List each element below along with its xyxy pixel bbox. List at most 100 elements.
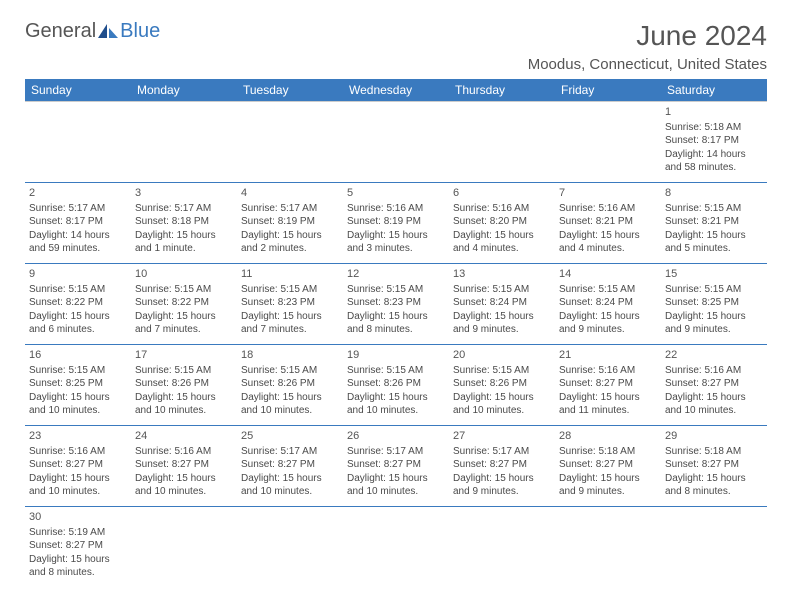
calendar-cell: 22Sunrise: 5:16 AMSunset: 8:27 PMDayligh… <box>661 345 767 426</box>
sunrise-text: Sunrise: 5:15 AM <box>453 283 551 297</box>
sunset-text: Sunset: 8:26 PM <box>135 377 233 391</box>
daylight-text: Daylight: 15 hours <box>241 391 339 405</box>
sunset-text: Sunset: 8:23 PM <box>241 296 339 310</box>
calendar-cell: 7Sunrise: 5:16 AMSunset: 8:21 PMDaylight… <box>555 183 661 264</box>
sunset-text: Sunset: 8:26 PM <box>453 377 551 391</box>
sunset-text: Sunset: 8:19 PM <box>241 215 339 229</box>
day-number: 29 <box>665 428 763 444</box>
daylight-text: and 3 minutes. <box>347 242 445 256</box>
sunrise-text: Sunrise: 5:18 AM <box>559 445 657 459</box>
daylight-text: and 2 minutes. <box>241 242 339 256</box>
sunset-text: Sunset: 8:27 PM <box>559 458 657 472</box>
day-number: 18 <box>241 347 339 363</box>
sunrise-text: Sunrise: 5:16 AM <box>559 202 657 216</box>
calendar-cell: 14Sunrise: 5:15 AMSunset: 8:24 PMDayligh… <box>555 264 661 345</box>
sunrise-text: Sunrise: 5:15 AM <box>29 364 127 378</box>
daylight-text: and 9 minutes. <box>665 323 763 337</box>
daylight-text: and 10 minutes. <box>135 404 233 418</box>
calendar-cell: 10Sunrise: 5:15 AMSunset: 8:22 PMDayligh… <box>131 264 237 345</box>
daylight-text: Daylight: 14 hours <box>29 229 127 243</box>
daylight-text: Daylight: 15 hours <box>135 229 233 243</box>
calendar-cell: 24Sunrise: 5:16 AMSunset: 8:27 PMDayligh… <box>131 426 237 507</box>
calendar-cell: 6Sunrise: 5:16 AMSunset: 8:20 PMDaylight… <box>449 183 555 264</box>
sunrise-text: Sunrise: 5:15 AM <box>135 283 233 297</box>
calendar-week-row: 23Sunrise: 5:16 AMSunset: 8:27 PMDayligh… <box>25 426 767 507</box>
calendar-cell: 11Sunrise: 5:15 AMSunset: 8:23 PMDayligh… <box>237 264 343 345</box>
daylight-text: Daylight: 15 hours <box>241 229 339 243</box>
weekday-header-row: Sunday Monday Tuesday Wednesday Thursday… <box>25 79 767 102</box>
sunrise-text: Sunrise: 5:15 AM <box>453 364 551 378</box>
sunrise-text: Sunrise: 5:18 AM <box>665 121 763 135</box>
calendar-week-row: 16Sunrise: 5:15 AMSunset: 8:25 PMDayligh… <box>25 345 767 426</box>
calendar-cell: 4Sunrise: 5:17 AMSunset: 8:19 PMDaylight… <box>237 183 343 264</box>
location-label: Moodus, Connecticut, United States <box>528 56 767 73</box>
daylight-text: and 1 minute. <box>135 242 233 256</box>
calendar-week-row: 2Sunrise: 5:17 AMSunset: 8:17 PMDaylight… <box>25 183 767 264</box>
daylight-text: and 5 minutes. <box>665 242 763 256</box>
day-number: 13 <box>453 266 551 282</box>
daylight-text: and 9 minutes. <box>559 323 657 337</box>
sunrise-text: Sunrise: 5:15 AM <box>29 283 127 297</box>
sunrise-text: Sunrise: 5:18 AM <box>665 445 763 459</box>
sunset-text: Sunset: 8:17 PM <box>665 134 763 148</box>
day-number: 17 <box>135 347 233 363</box>
day-number: 20 <box>453 347 551 363</box>
daylight-text: Daylight: 15 hours <box>347 472 445 486</box>
calendar-cell <box>237 102 343 183</box>
daylight-text: and 10 minutes. <box>347 404 445 418</box>
calendar-cell: 12Sunrise: 5:15 AMSunset: 8:23 PMDayligh… <box>343 264 449 345</box>
sunrise-text: Sunrise: 5:17 AM <box>241 445 339 459</box>
sunset-text: Sunset: 8:27 PM <box>135 458 233 472</box>
calendar-cell: 18Sunrise: 5:15 AMSunset: 8:26 PMDayligh… <box>237 345 343 426</box>
calendar-cell: 29Sunrise: 5:18 AMSunset: 8:27 PMDayligh… <box>661 426 767 507</box>
daylight-text: Daylight: 15 hours <box>241 310 339 324</box>
day-number: 14 <box>559 266 657 282</box>
calendar-cell: 8Sunrise: 5:15 AMSunset: 8:21 PMDaylight… <box>661 183 767 264</box>
daylight-text: Daylight: 15 hours <box>135 472 233 486</box>
daylight-text: and 11 minutes. <box>559 404 657 418</box>
sunset-text: Sunset: 8:22 PM <box>135 296 233 310</box>
calendar-cell <box>661 507 767 588</box>
sunset-text: Sunset: 8:27 PM <box>347 458 445 472</box>
daylight-text: Daylight: 15 hours <box>453 472 551 486</box>
sunrise-text: Sunrise: 5:16 AM <box>29 445 127 459</box>
calendar-cell <box>343 507 449 588</box>
calendar-cell <box>555 102 661 183</box>
calendar-cell: 16Sunrise: 5:15 AMSunset: 8:25 PMDayligh… <box>25 345 131 426</box>
daylight-text: Daylight: 15 hours <box>665 391 763 405</box>
daylight-text: and 9 minutes. <box>453 485 551 499</box>
sunrise-text: Sunrise: 5:17 AM <box>453 445 551 459</box>
daylight-text: Daylight: 15 hours <box>241 472 339 486</box>
daylight-text: and 4 minutes. <box>559 242 657 256</box>
sunrise-text: Sunrise: 5:16 AM <box>347 202 445 216</box>
daylight-text: Daylight: 15 hours <box>29 310 127 324</box>
day-number: 10 <box>135 266 233 282</box>
daylight-text: Daylight: 14 hours <box>665 148 763 162</box>
calendar-cell: 9Sunrise: 5:15 AMSunset: 8:22 PMDaylight… <box>25 264 131 345</box>
day-number: 15 <box>665 266 763 282</box>
daylight-text: and 7 minutes. <box>241 323 339 337</box>
weekday-tuesday: Tuesday <box>237 79 343 102</box>
daylight-text: Daylight: 15 hours <box>559 310 657 324</box>
sunset-text: Sunset: 8:24 PM <box>559 296 657 310</box>
daylight-text: and 10 minutes. <box>665 404 763 418</box>
sunset-text: Sunset: 8:27 PM <box>665 377 763 391</box>
day-number: 8 <box>665 185 763 201</box>
daylight-text: Daylight: 15 hours <box>347 310 445 324</box>
sunrise-text: Sunrise: 5:17 AM <box>135 202 233 216</box>
sunrise-text: Sunrise: 5:15 AM <box>559 283 657 297</box>
day-number: 6 <box>453 185 551 201</box>
day-number: 24 <box>135 428 233 444</box>
calendar-cell: 25Sunrise: 5:17 AMSunset: 8:27 PMDayligh… <box>237 426 343 507</box>
daylight-text: and 7 minutes. <box>135 323 233 337</box>
weekday-monday: Monday <box>131 79 237 102</box>
day-number: 28 <box>559 428 657 444</box>
sunrise-text: Sunrise: 5:16 AM <box>665 364 763 378</box>
day-number: 21 <box>559 347 657 363</box>
daylight-text: and 9 minutes. <box>559 485 657 499</box>
day-number: 25 <box>241 428 339 444</box>
day-number: 16 <box>29 347 127 363</box>
sunrise-text: Sunrise: 5:15 AM <box>241 283 339 297</box>
sunset-text: Sunset: 8:18 PM <box>135 215 233 229</box>
daylight-text: Daylight: 15 hours <box>29 553 127 567</box>
